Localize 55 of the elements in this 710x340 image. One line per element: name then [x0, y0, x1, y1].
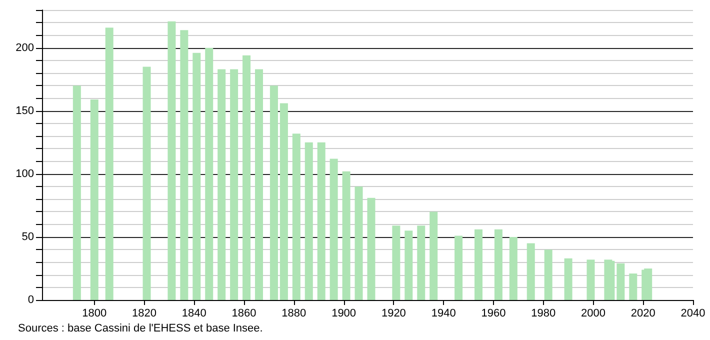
bar [586, 260, 595, 300]
bar [342, 171, 350, 300]
x-tick-label: 2000 [580, 308, 606, 320]
bar [494, 229, 502, 300]
bar [142, 66, 151, 300]
bar [526, 243, 535, 300]
bar [218, 69, 226, 300]
bar [304, 142, 313, 300]
x-tick-label: 1860 [232, 308, 256, 320]
bar [474, 229, 482, 300]
bar [354, 186, 363, 300]
bar [317, 142, 326, 300]
bar [105, 28, 114, 300]
bar [72, 86, 81, 300]
bar [270, 86, 278, 300]
y-tick-label: 0 [28, 294, 34, 306]
bar [629, 274, 638, 300]
x-tick-label: 1880 [282, 308, 306, 320]
bar [392, 226, 400, 300]
bar [255, 69, 263, 300]
bar [230, 69, 238, 300]
x-tick-label: 1940 [431, 308, 456, 320]
bar [417, 226, 426, 300]
x-tick-label: 2040 [680, 308, 706, 320]
bar [404, 230, 413, 300]
x-tick-label: 1980 [531, 308, 556, 320]
bar [330, 158, 338, 300]
bar [280, 103, 288, 300]
x-tick-label: 1840 [182, 308, 206, 320]
x-tick-label: 1900 [332, 308, 356, 320]
bar [544, 250, 552, 300]
bar [90, 100, 98, 300]
bar [205, 48, 214, 300]
bar [180, 30, 188, 300]
bar [616, 263, 625, 300]
bar [192, 52, 201, 300]
y-tick-label: 200 [16, 42, 34, 54]
bar [564, 258, 572, 300]
y-tick-label: 50 [22, 230, 34, 243]
bar [644, 268, 652, 300]
bar [168, 21, 176, 300]
x-tick-label: 1820 [132, 308, 157, 320]
x-tick-label: 1960 [481, 308, 506, 320]
bar [367, 198, 376, 300]
bar [509, 236, 518, 300]
y-tick-label: 150 [16, 104, 34, 117]
bar [292, 134, 300, 300]
source-note: Sources : base Cassini de l'EHESS et base Insee. [18, 322, 263, 334]
x-tick-label: 1800 [82, 308, 107, 320]
y-tick-label: 100 [16, 168, 34, 180]
x-tick-label: 1920 [381, 308, 406, 320]
bar [242, 55, 251, 300]
bar [454, 236, 463, 300]
x-tick-label: 2020 [630, 308, 656, 320]
bar [430, 212, 438, 300]
